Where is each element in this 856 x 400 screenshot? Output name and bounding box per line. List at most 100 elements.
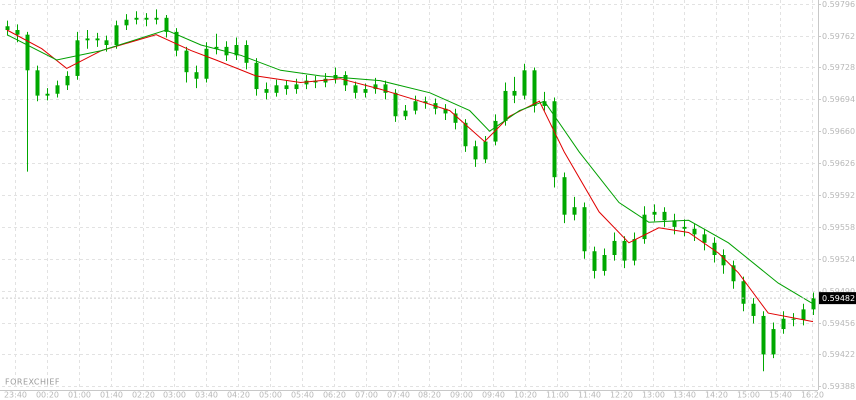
candle-body	[25, 34, 30, 71]
candle-body	[154, 17, 159, 20]
y-tick-label: 0.59422	[822, 350, 855, 359]
x-tick-label: 02:20	[132, 391, 155, 400]
candle-body	[304, 80, 309, 85]
candle-body	[204, 48, 209, 79]
candle-body	[5, 26, 10, 30]
candle-body	[572, 207, 577, 215]
candle-body	[323, 78, 328, 83]
x-tick-label: 05:00	[259, 391, 282, 400]
candle-body	[503, 90, 508, 121]
candle-body	[542, 101, 547, 106]
x-tick-label: 11:40	[578, 391, 601, 400]
candle-body	[45, 93, 50, 96]
candle-body	[383, 84, 388, 93]
x-tick-label: 06:20	[323, 391, 346, 400]
candle-body	[801, 309, 806, 320]
candle-body	[721, 255, 726, 266]
candle-body	[244, 45, 249, 63]
y-tick-label: 0.59762	[822, 32, 855, 41]
x-tick-label: 03:40	[195, 391, 218, 400]
candle-body	[662, 211, 667, 221]
candle-body	[702, 234, 707, 243]
candle-body	[632, 239, 637, 261]
candle-body	[363, 89, 368, 93]
candle-body	[274, 85, 279, 93]
candle-body	[473, 146, 478, 160]
candle-body	[741, 281, 746, 304]
candle-body	[184, 50, 189, 73]
candle-body	[134, 17, 139, 20]
y-tick-label: 0.59456	[822, 319, 855, 328]
y-tick-label: 0.59524	[822, 255, 855, 264]
candle-body	[562, 177, 567, 215]
y-tick-label: 0.59796	[822, 0, 855, 9]
y-tick-label: 0.59626	[822, 159, 855, 168]
candle-body	[264, 89, 269, 93]
candle-body	[493, 120, 498, 142]
x-tick-label: 16:20	[801, 391, 824, 400]
candle-body	[751, 303, 756, 316]
candle-body	[522, 70, 527, 96]
x-tick-label: 15:40	[769, 391, 792, 400]
y-tick-label: 0.59694	[822, 95, 855, 104]
last-price-box	[819, 292, 856, 305]
y-tick-label: 0.59490	[822, 287, 855, 296]
x-tick-label: 23:40	[4, 391, 27, 400]
candle-body	[463, 122, 468, 147]
x-tick-label: 09:40	[482, 391, 505, 400]
candle-body	[731, 265, 736, 282]
y-tick-label: 0.59388	[822, 382, 855, 391]
candle-body	[35, 70, 40, 96]
candle-body	[453, 113, 458, 123]
x-tick-label: 07:40	[387, 391, 410, 400]
moving-average-line	[6, 29, 814, 323]
x-tick-label: 00:20	[36, 391, 59, 400]
x-tick-label: 14:20	[705, 391, 728, 400]
candle-body	[124, 19, 129, 26]
candle-body	[393, 92, 398, 117]
x-tick-label: 15:00	[737, 391, 760, 400]
candle-body	[612, 240, 617, 255]
candle-body	[483, 141, 488, 160]
candle-body	[174, 31, 179, 51]
y-tick-label: 0.59728	[822, 63, 855, 72]
x-tick-label: 03:00	[163, 391, 186, 400]
candle-body	[85, 38, 90, 41]
candle-body	[642, 214, 647, 240]
candle-body	[682, 226, 687, 229]
x-tick-label: 12:20	[610, 391, 633, 400]
candle-body	[811, 298, 816, 310]
candle-body	[214, 46, 219, 49]
candle-body	[423, 101, 428, 104]
candle-body	[592, 251, 597, 271]
candle-body	[692, 228, 697, 235]
last-price-label: 0.59482	[822, 294, 855, 303]
candle-body	[234, 45, 239, 56]
candle-body	[622, 240, 627, 261]
candle-body	[781, 318, 786, 330]
watermark: FOREXCHIEF	[5, 378, 60, 387]
candle-body	[65, 75, 70, 86]
candle-body	[75, 40, 80, 76]
candle-body	[712, 242, 717, 255]
x-tick-label: 08:20	[418, 391, 441, 400]
candle-body	[194, 72, 199, 79]
x-tick-label: 13:40	[673, 391, 696, 400]
x-tick-label: 01:40	[100, 391, 123, 400]
x-tick-label: 10:20	[514, 391, 537, 400]
candle-body	[403, 110, 408, 117]
candle-body	[771, 329, 776, 355]
candle-body	[284, 85, 289, 90]
candle-body	[104, 40, 109, 45]
x-tick-label: 04:20	[227, 391, 250, 400]
candle-body	[15, 30, 20, 35]
grid	[2, 0, 818, 390]
candle-body	[373, 84, 378, 90]
candle-body	[413, 101, 418, 111]
y-tick-label: 0.59592	[822, 191, 855, 200]
candle-body	[552, 101, 557, 178]
plot-area	[5, 9, 816, 372]
candle-body	[114, 25, 119, 45]
x-tick-label: 07:00	[355, 391, 378, 400]
